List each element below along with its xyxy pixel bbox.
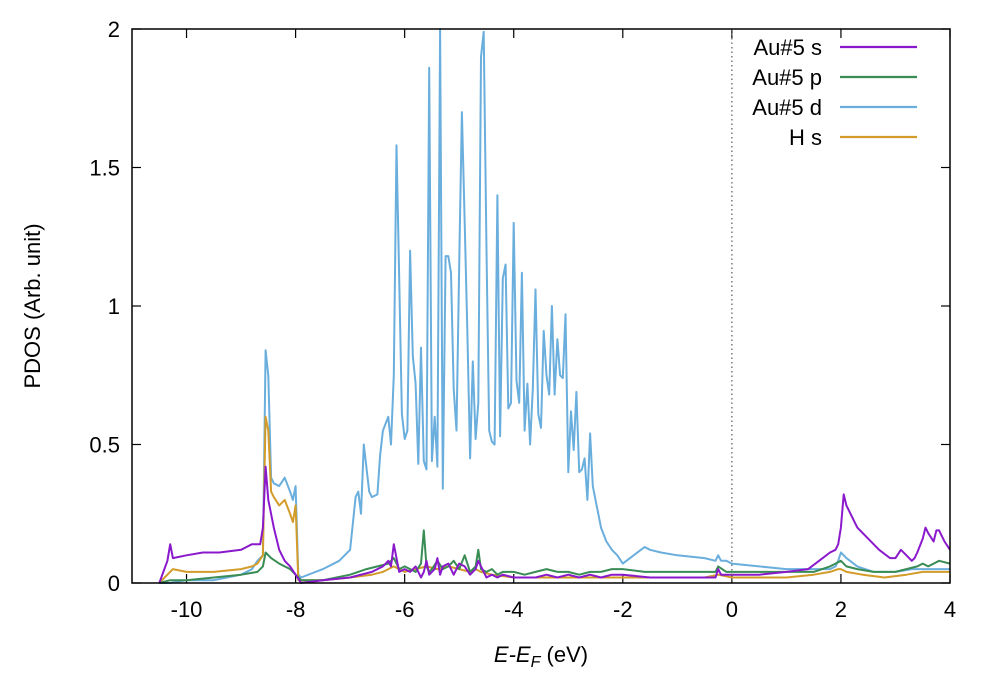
- tick-marks: [132, 28, 951, 584]
- x-axis-label-unit: (eV): [540, 642, 588, 667]
- x-tick-label: 0: [726, 597, 738, 622]
- tick-labels: -10 -8 -6 -4 -2 0 2 4 0 0.5 1 1.5 2: [89, 17, 956, 622]
- y-tick-label: 0: [108, 571, 120, 596]
- x-tick-label: 2: [835, 597, 847, 622]
- legend-label: Au#5 p: [752, 65, 822, 90]
- y-tick-label: 2: [108, 17, 120, 42]
- x-axis-label: E-EF (eV): [494, 642, 588, 671]
- x-tick-label: -4: [504, 597, 524, 622]
- y-tick-label: 1.5: [89, 156, 120, 181]
- series-line-au-5-s: [158, 465, 951, 584]
- y-axis-label: PDOS (Arb. unit): [20, 223, 45, 388]
- x-tick-label: -2: [613, 597, 633, 622]
- plot-frame: [131, 28, 951, 584]
- y-tick-label: 0.5: [89, 433, 120, 458]
- x-axis-label-main: E-E: [494, 642, 531, 667]
- series-line-h-s: [158, 415, 950, 584]
- series-line-au-5-d: [159, 28, 950, 584]
- x-tick-label: -6: [395, 597, 415, 622]
- legend-label: Au#5 s: [754, 35, 823, 60]
- series-lines: [158, 28, 951, 584]
- x-tick-label: -8: [286, 597, 306, 622]
- legend-label: H s: [789, 125, 822, 150]
- legend-label: Au#5 d: [752, 95, 822, 120]
- x-axis-label-sub: F: [531, 654, 542, 671]
- series-line-au-5-p: [159, 529, 951, 584]
- x-tick-label: 4: [944, 597, 956, 622]
- legend: Au#5 s Au#5 p Au#5 d H s: [752, 35, 917, 150]
- y-tick-label: 1: [108, 294, 120, 319]
- x-tick-label: -10: [171, 597, 203, 622]
